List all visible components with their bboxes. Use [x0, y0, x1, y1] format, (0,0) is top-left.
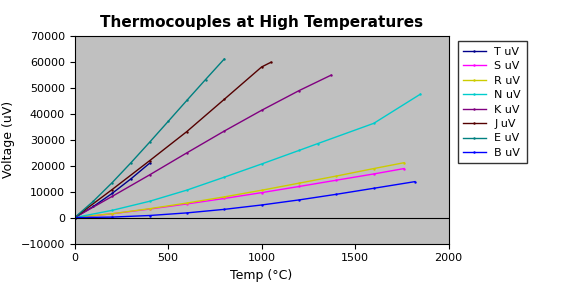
E uV	[71, 216, 78, 219]
K uV	[183, 151, 190, 155]
K uV	[109, 195, 116, 198]
B uV	[412, 180, 419, 184]
R uV	[370, 167, 377, 170]
E uV	[146, 140, 153, 144]
R uV	[221, 195, 228, 199]
B uV	[109, 215, 116, 219]
S uV	[370, 172, 377, 176]
B uV	[296, 198, 302, 202]
E uV	[165, 120, 172, 123]
R uV	[333, 174, 340, 178]
R uV	[258, 189, 265, 192]
S uV	[258, 191, 265, 195]
K uV	[71, 216, 78, 219]
J uV	[71, 216, 78, 219]
S uV	[71, 216, 78, 219]
E uV	[221, 57, 228, 61]
Line: J uV: J uV	[74, 61, 272, 219]
Line: K uV: K uV	[74, 74, 332, 219]
Title: Thermocouples at High Temperatures: Thermocouples at High Temperatures	[100, 15, 423, 30]
S uV	[183, 202, 190, 206]
J uV	[267, 61, 274, 64]
J uV	[183, 130, 190, 133]
E uV	[202, 78, 209, 81]
R uV	[109, 212, 116, 216]
R uV	[296, 181, 302, 185]
E uV	[183, 99, 190, 102]
N uV	[146, 200, 153, 203]
K uV	[221, 129, 228, 133]
S uV	[221, 197, 228, 200]
T uV	[128, 177, 135, 181]
X-axis label: Temp (°C): Temp (°C)	[231, 269, 293, 282]
Line: S uV: S uV	[74, 168, 405, 219]
N uV	[370, 121, 377, 125]
Line: N uV: N uV	[74, 93, 421, 219]
N uV	[296, 149, 302, 152]
B uV	[146, 214, 153, 217]
S uV	[401, 167, 408, 170]
N uV	[183, 188, 190, 192]
E uV	[109, 181, 116, 184]
S uV	[109, 212, 116, 216]
N uV	[71, 216, 78, 219]
R uV	[146, 207, 153, 211]
J uV	[109, 188, 116, 191]
B uV	[258, 203, 265, 207]
K uV	[146, 173, 153, 177]
J uV	[221, 97, 228, 101]
Line: T uV: T uV	[74, 162, 151, 219]
S uV	[296, 185, 302, 188]
T uV	[71, 216, 78, 219]
B uV	[333, 192, 340, 196]
N uV	[417, 92, 424, 96]
R uV	[401, 161, 408, 165]
Line: E uV: E uV	[74, 58, 225, 219]
B uV	[71, 216, 78, 219]
Line: R uV: R uV	[74, 162, 405, 219]
N uV	[258, 162, 265, 166]
N uV	[221, 176, 228, 179]
E uV	[128, 161, 135, 165]
J uV	[146, 159, 153, 162]
Line: B uV: B uV	[74, 181, 416, 219]
S uV	[333, 178, 340, 182]
K uV	[296, 89, 302, 92]
Y-axis label: Voltage (uV): Voltage (uV)	[2, 101, 15, 178]
N uV	[314, 142, 321, 146]
Legend: T uV, S uV, R uV, N uV, K uV, J uV, E uV, B uV: T uV, S uV, R uV, N uV, K uV, J uV, E uV…	[458, 41, 527, 163]
K uV	[328, 73, 335, 77]
E uV	[90, 199, 97, 203]
J uV	[258, 65, 265, 69]
B uV	[221, 208, 228, 211]
B uV	[183, 211, 190, 215]
T uV	[109, 192, 116, 195]
R uV	[183, 201, 190, 205]
T uV	[90, 205, 97, 208]
R uV	[71, 216, 78, 219]
T uV	[146, 162, 153, 165]
B uV	[370, 187, 377, 190]
S uV	[146, 207, 153, 211]
N uV	[109, 208, 116, 212]
K uV	[258, 108, 265, 112]
